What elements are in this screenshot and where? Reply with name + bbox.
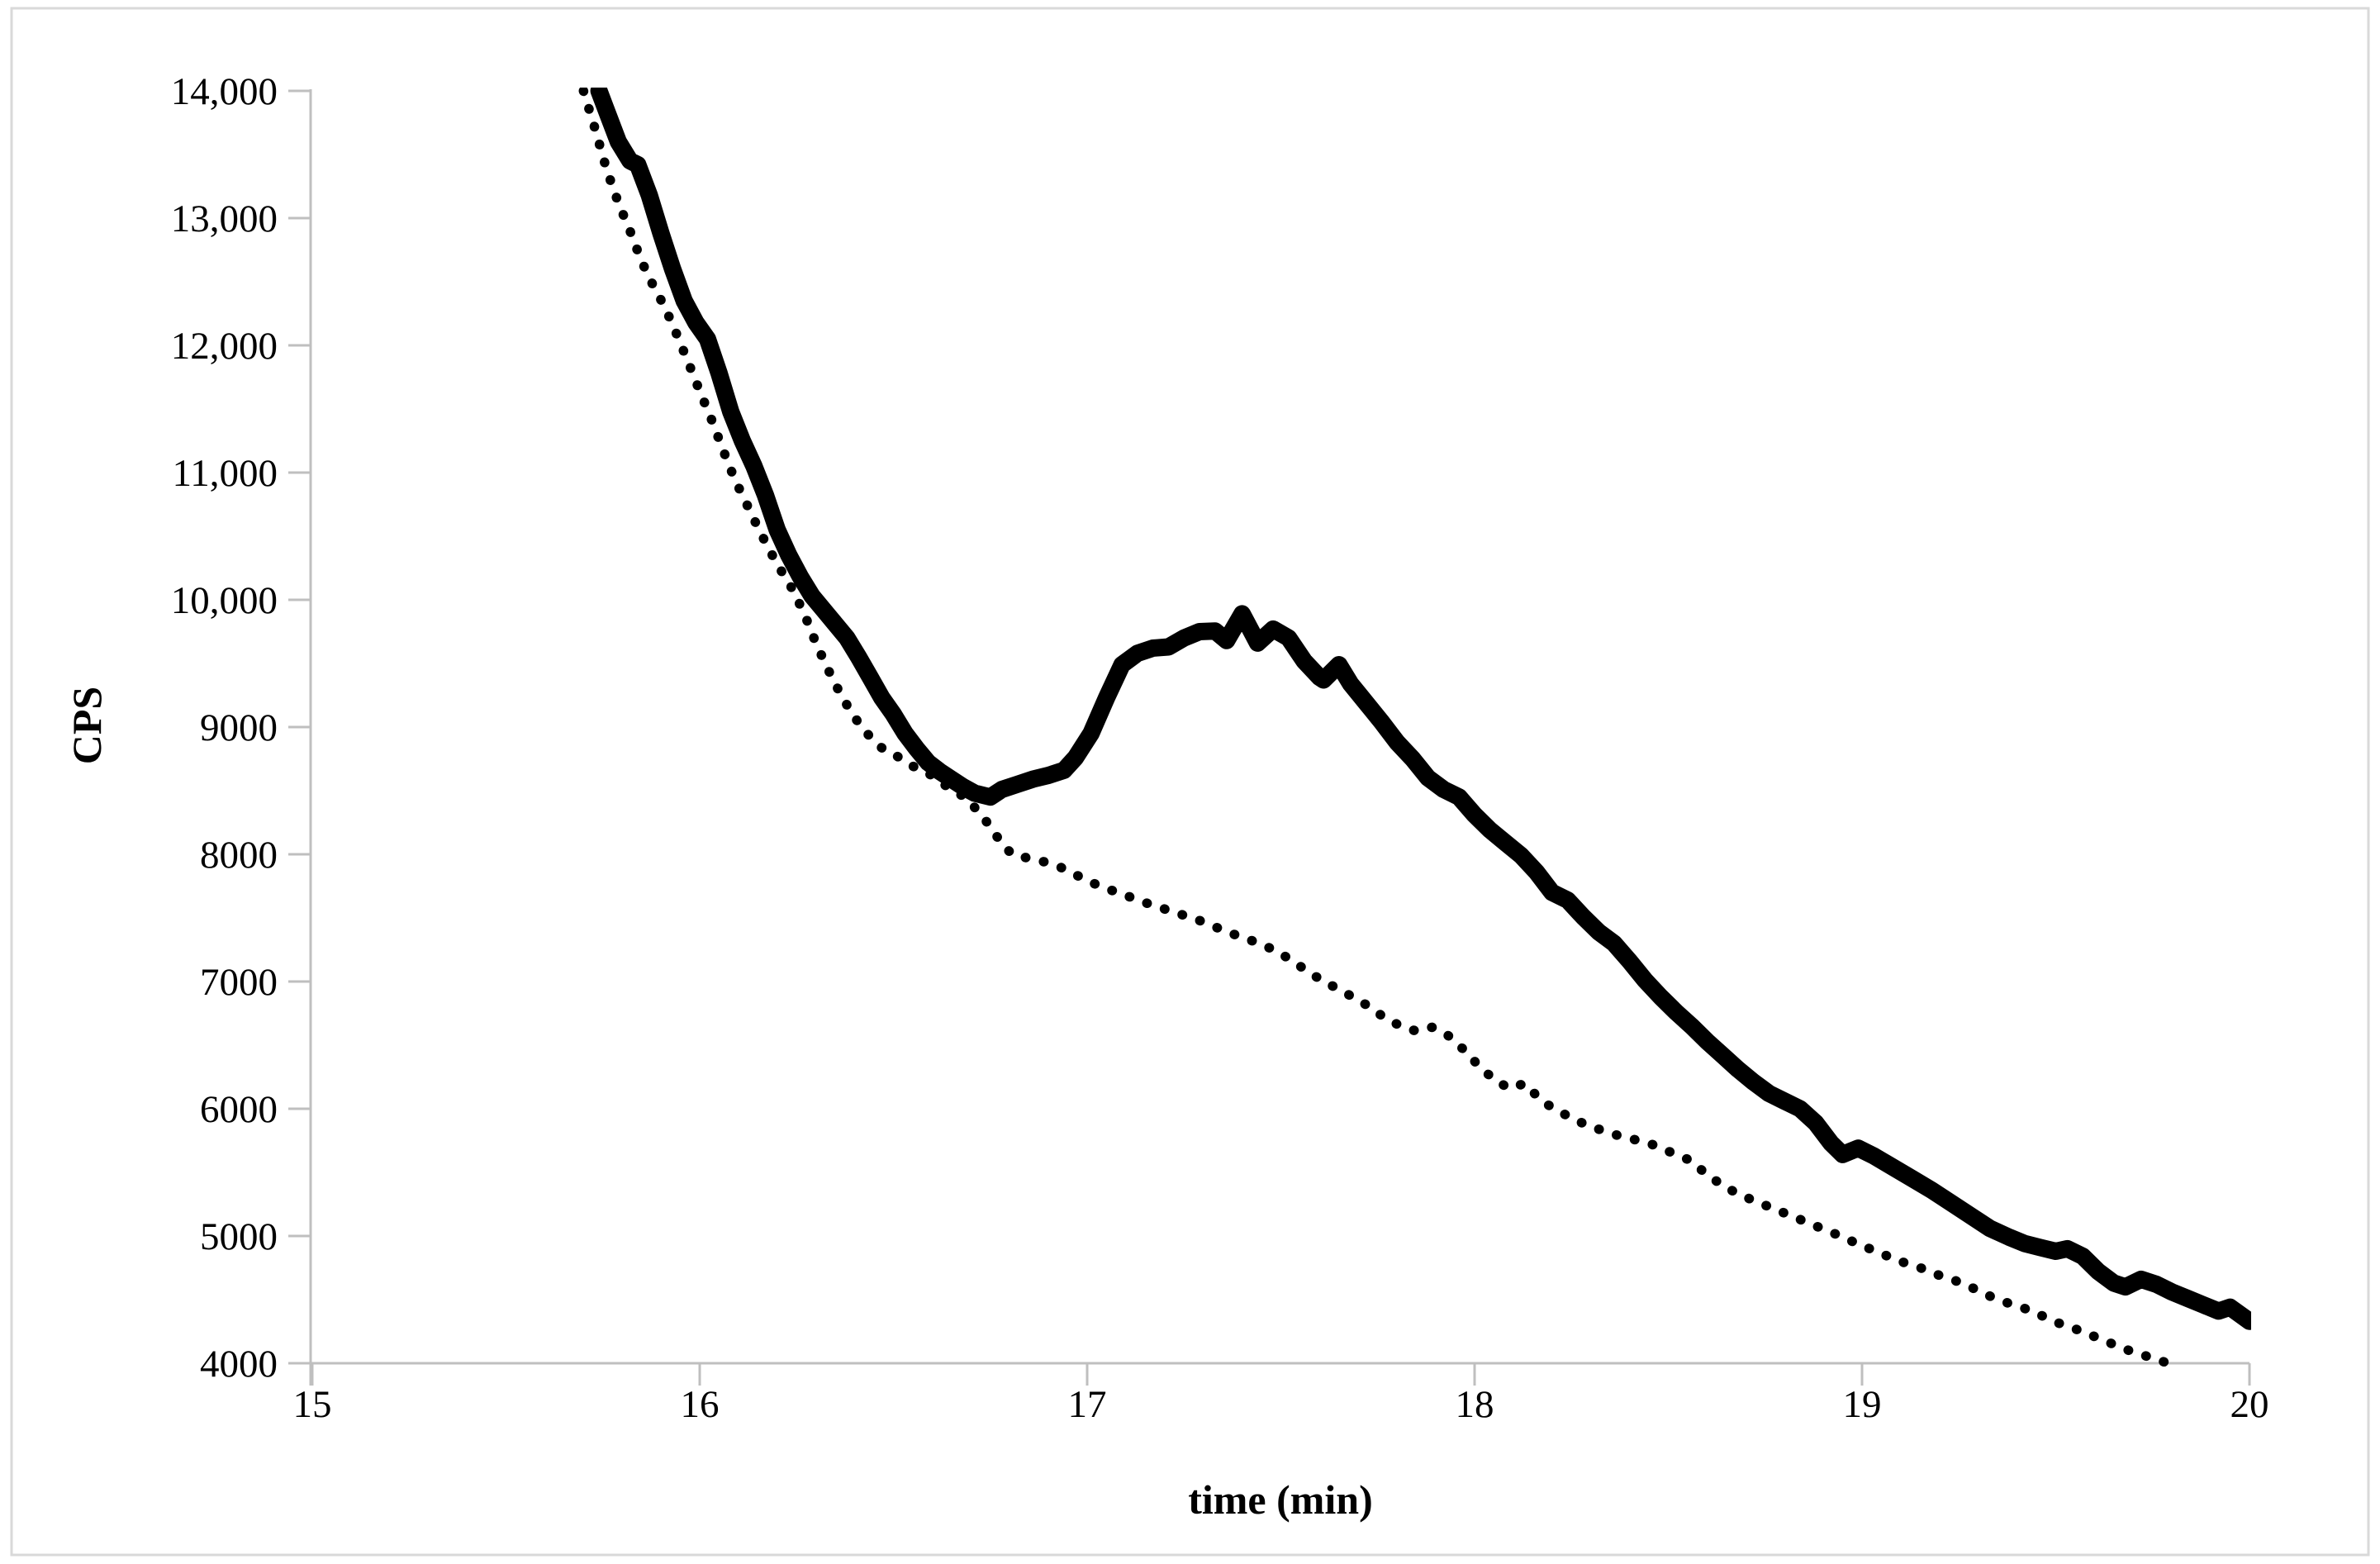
x-tick-label: 16 — [681, 1383, 720, 1426]
series-line-blank-dotted — [578, 88, 2177, 1367]
x-tick-label: 19 — [1843, 1383, 1882, 1426]
x-tick-label: 15 — [293, 1383, 332, 1426]
x-tick-label: 17 — [1068, 1383, 1107, 1426]
y-tick-label: 5000 — [200, 1215, 278, 1258]
x-tick-label: 20 — [2230, 1383, 2269, 1426]
y-tick-label: 14,000 — [171, 70, 278, 113]
series-layer — [578, 88, 2251, 1367]
y-tick-label: 9000 — [200, 706, 278, 749]
tick-labels-layer: 4000 5000 6000 7000 8000 9000 10,000 11,000 12,0… — [171, 70, 2269, 1426]
y-tick-label: 6000 — [200, 1088, 278, 1131]
y-tick-label: 12,000 — [171, 325, 278, 368]
y-axis-title: CPS — [64, 687, 110, 764]
y-tick-label: 7000 — [200, 961, 278, 1004]
series-line-sample-solid — [590, 88, 2251, 1330]
x-tick-label: 18 — [1456, 1383, 1494, 1426]
y-tick-label: 8000 — [200, 834, 278, 877]
y-tick-label: 11,000 — [172, 452, 278, 495]
x-axis-title: time (min) — [1188, 1476, 1373, 1523]
axes-layer — [288, 89, 2251, 1386]
y-tick-label: 13,000 — [171, 197, 278, 240]
figure-border — [10, 7, 2370, 1557]
y-tick-label: 10,000 — [171, 579, 278, 622]
y-tick-label: 4000 — [200, 1343, 278, 1386]
